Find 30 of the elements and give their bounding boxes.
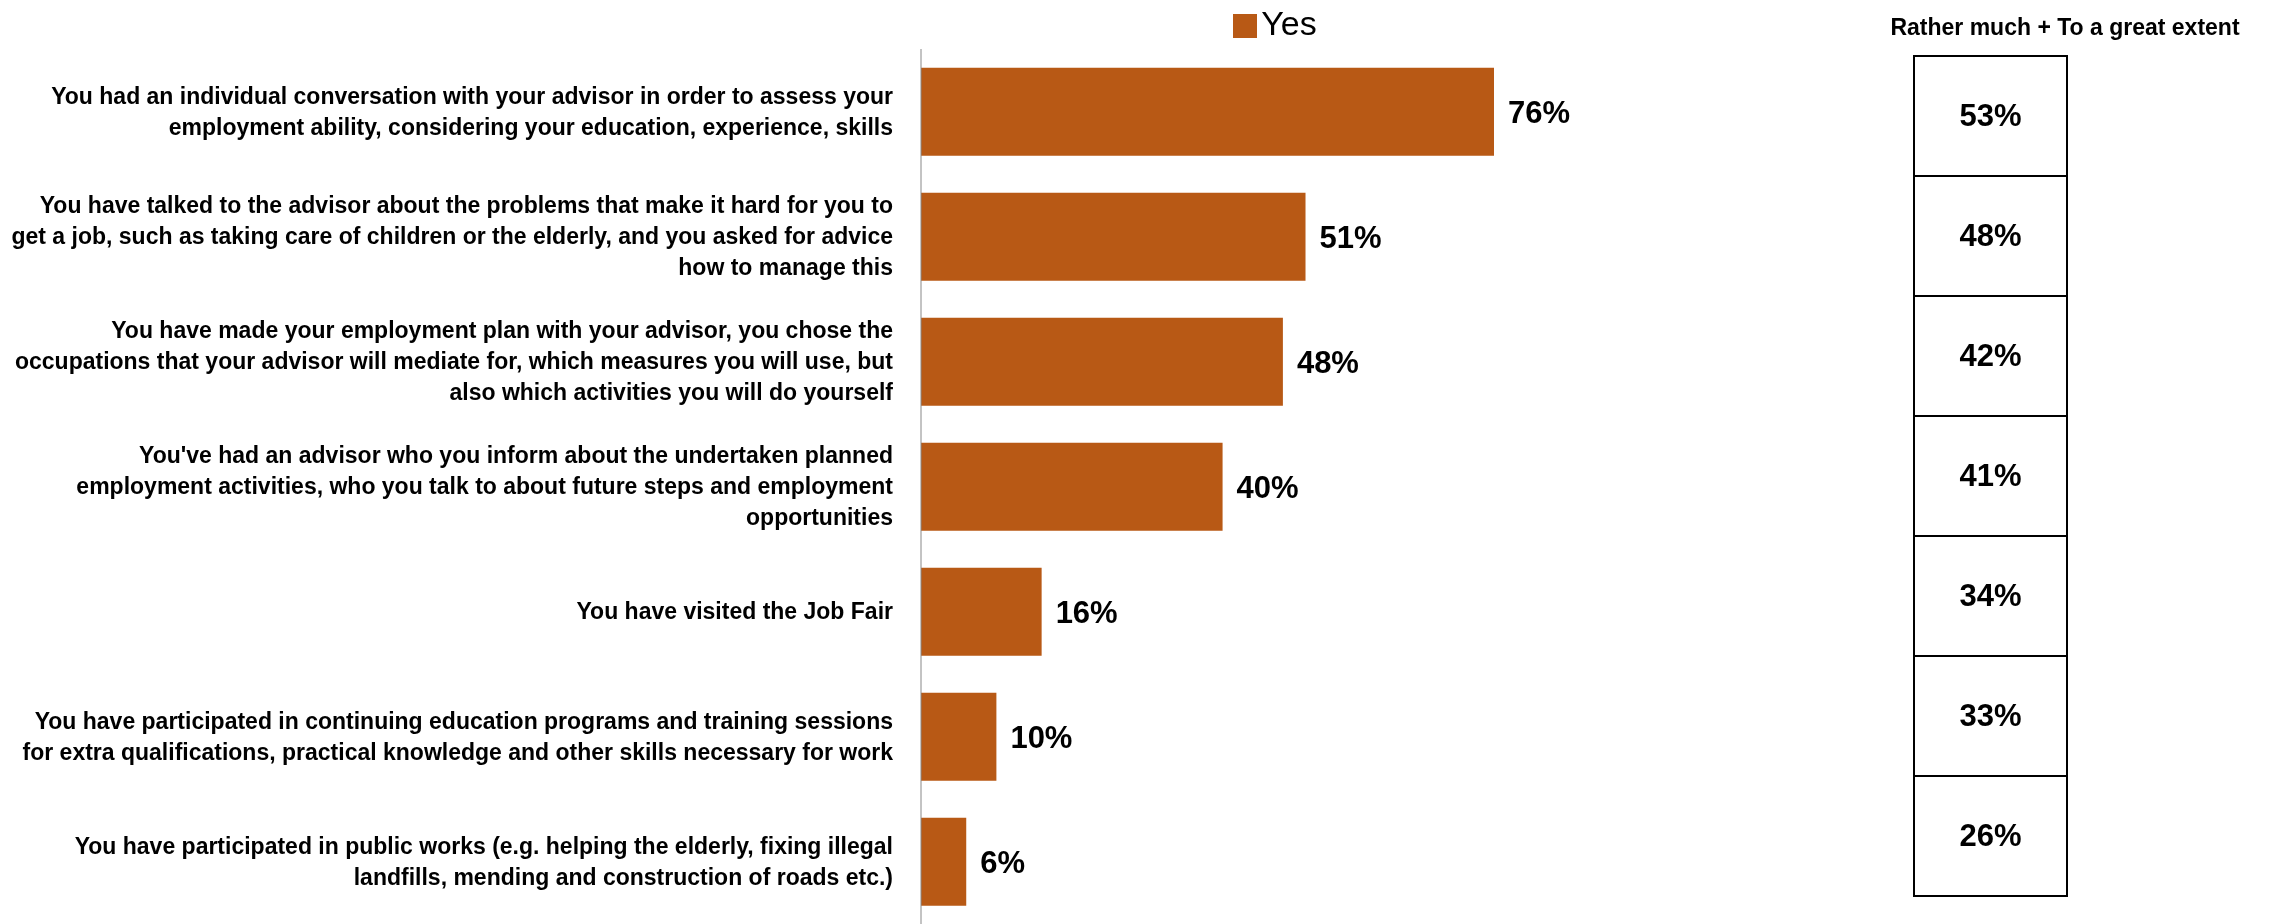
- y-tick-label: You have talked to the advisor about the problems that make it hard for you to get a job, such as taking care of children or the elderly, and you asked for advice how to manage this: [10, 191, 893, 282]
- bar: [921, 67, 1494, 156]
- bar: [921, 817, 967, 906]
- data-label: 48%: [1296, 344, 1359, 380]
- text: 34%: [1915, 535, 2066, 655]
- y-tick-label: You have visited the Job Fair: [576, 597, 893, 626]
- y-tick-label: You have participated in continuing education programs and training sessions for extra qualifications, practical knowledge and other skills necessary for work: [21, 706, 893, 767]
- text: 48%: [1915, 175, 2066, 295]
- text: 33%: [1915, 655, 2066, 775]
- text: Rather much + To a great extent: [1889, 14, 2241, 41]
- bar: [921, 192, 1306, 281]
- bar: [921, 442, 1223, 531]
- bar: [921, 567, 1042, 656]
- bar: [921, 692, 997, 781]
- bar: [921, 317, 1283, 406]
- y-tick-label: You've had an advisor who you inform about the undertaken planned employment activities, who you talk to about future steps and employment opportunities: [75, 441, 893, 532]
- y-tick-label: You had an individual conversation with your advisor in order to assess your employment ability, considering your education, experience, skills: [50, 81, 893, 142]
- data-label: 6%: [980, 844, 1026, 880]
- text: 42%: [1915, 295, 2066, 415]
- data-label: 51%: [1319, 219, 1382, 255]
- legend-label: Yes: [1261, 4, 1317, 42]
- y-tick-label: You have participated in public works (e.g. helping the elderly, fixing illegal landfills, mending and construction of roads etc.): [73, 831, 893, 892]
- text: 26%: [1915, 775, 2066, 895]
- y-tick-label: You have made your employment plan with your advisor, you chose the occupations that your advisor will mediate for, which measures you will use, but also which activities you will do yourself: [13, 316, 893, 407]
- data-label: 16%: [1055, 594, 1118, 630]
- data-label: 10%: [1010, 719, 1073, 755]
- data-label: 40%: [1236, 469, 1299, 505]
- text: 53%: [1958, 97, 2023, 135]
- text: 41%: [1915, 415, 2066, 535]
- data-label: 76%: [1508, 94, 1571, 130]
